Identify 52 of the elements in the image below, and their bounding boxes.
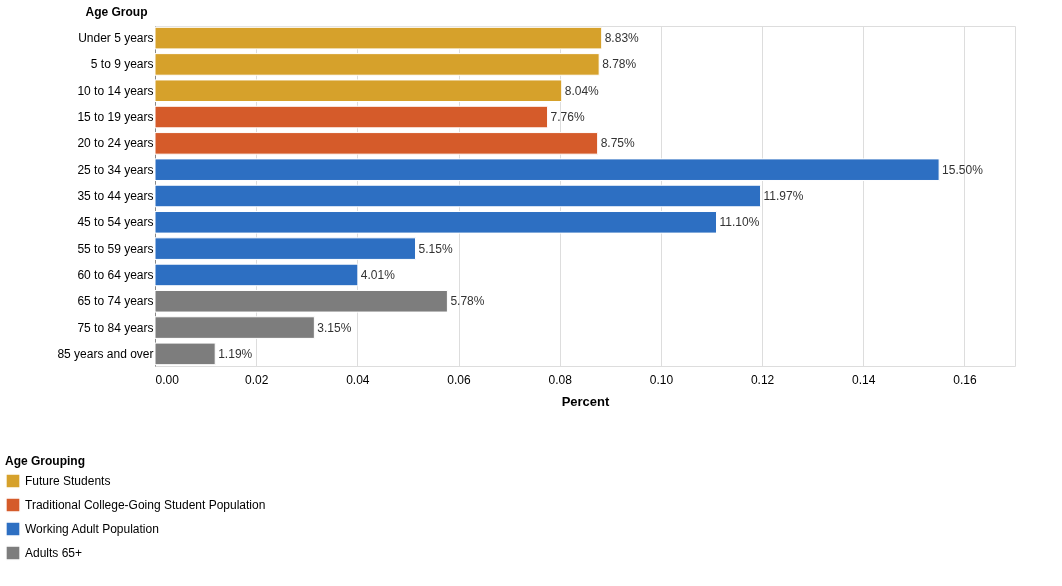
data-label: 11.10% xyxy=(719,215,760,230)
data-label: 1.19% xyxy=(218,346,253,361)
y-tick-label: 60 to 64 years xyxy=(77,267,154,282)
data-label: 8.83% xyxy=(604,31,640,46)
data-label: 5.78% xyxy=(450,294,485,309)
legend-label: Traditional College-Going Student Population xyxy=(25,498,266,512)
data-label: 15.50% xyxy=(942,162,984,177)
bar xyxy=(154,105,549,129)
bar xyxy=(154,26,603,50)
y-tick-label: 35 to 44 years xyxy=(77,189,154,203)
y-tick-label: 25 to 34 years xyxy=(77,162,154,177)
data-label: 5.15% xyxy=(418,241,453,256)
bar xyxy=(154,158,940,181)
y-tick-label: 45 to 54 years xyxy=(77,215,154,230)
bar xyxy=(154,184,762,208)
x-tick-label: 0.08 xyxy=(548,372,573,387)
x-tick-label: 0.00 xyxy=(155,372,180,387)
bar xyxy=(154,53,600,76)
y-tick-label: 20 to 24 years xyxy=(77,136,154,151)
data-label: 3.15% xyxy=(317,320,352,335)
x-tick-label: 0.04 xyxy=(346,372,370,387)
y-axis-title: Age Group xyxy=(85,4,148,19)
data-label: 4.01% xyxy=(360,267,396,282)
y-tick-label: 15 to 19 years xyxy=(77,110,154,125)
data-label: 8.78% xyxy=(602,57,637,72)
data-label: 8.04% xyxy=(564,83,600,98)
x-axis-title: Percent xyxy=(561,393,611,409)
legend-title: Age Grouping xyxy=(5,454,85,468)
data-label: 11.97% xyxy=(763,189,804,203)
legend-label: Working Adult Population xyxy=(25,522,159,536)
y-tick-label: Under 5 years xyxy=(78,31,154,46)
bar xyxy=(154,211,718,234)
x-tick-label: 0.16 xyxy=(953,372,977,387)
bar xyxy=(154,237,417,260)
legend-label: Future Students xyxy=(25,474,111,488)
data-label: 8.75% xyxy=(600,136,635,151)
y-tick-label: 5 to 9 years xyxy=(90,57,154,72)
x-tick-label: 0.14 xyxy=(852,372,876,387)
y-tick-label: 85 years and over xyxy=(57,346,154,361)
x-tick-label: 0.02 xyxy=(245,372,269,387)
x-tick-label: 0.12 xyxy=(750,372,775,387)
y-tick-label: 10 to 14 years xyxy=(77,83,154,98)
data-label: 7.76% xyxy=(550,110,585,125)
legend-label: Adults 65+ xyxy=(25,546,83,560)
y-tick-label: 75 to 84 years xyxy=(77,320,154,335)
x-tick-label: 0.10 xyxy=(649,372,674,387)
bar xyxy=(154,79,563,103)
bar xyxy=(154,263,359,287)
y-tick-label: 65 to 74 years xyxy=(77,294,154,309)
bar xyxy=(154,132,599,155)
y-tick-label: 55 to 59 years xyxy=(77,241,154,256)
x-tick-label: 0.06 xyxy=(447,372,472,387)
